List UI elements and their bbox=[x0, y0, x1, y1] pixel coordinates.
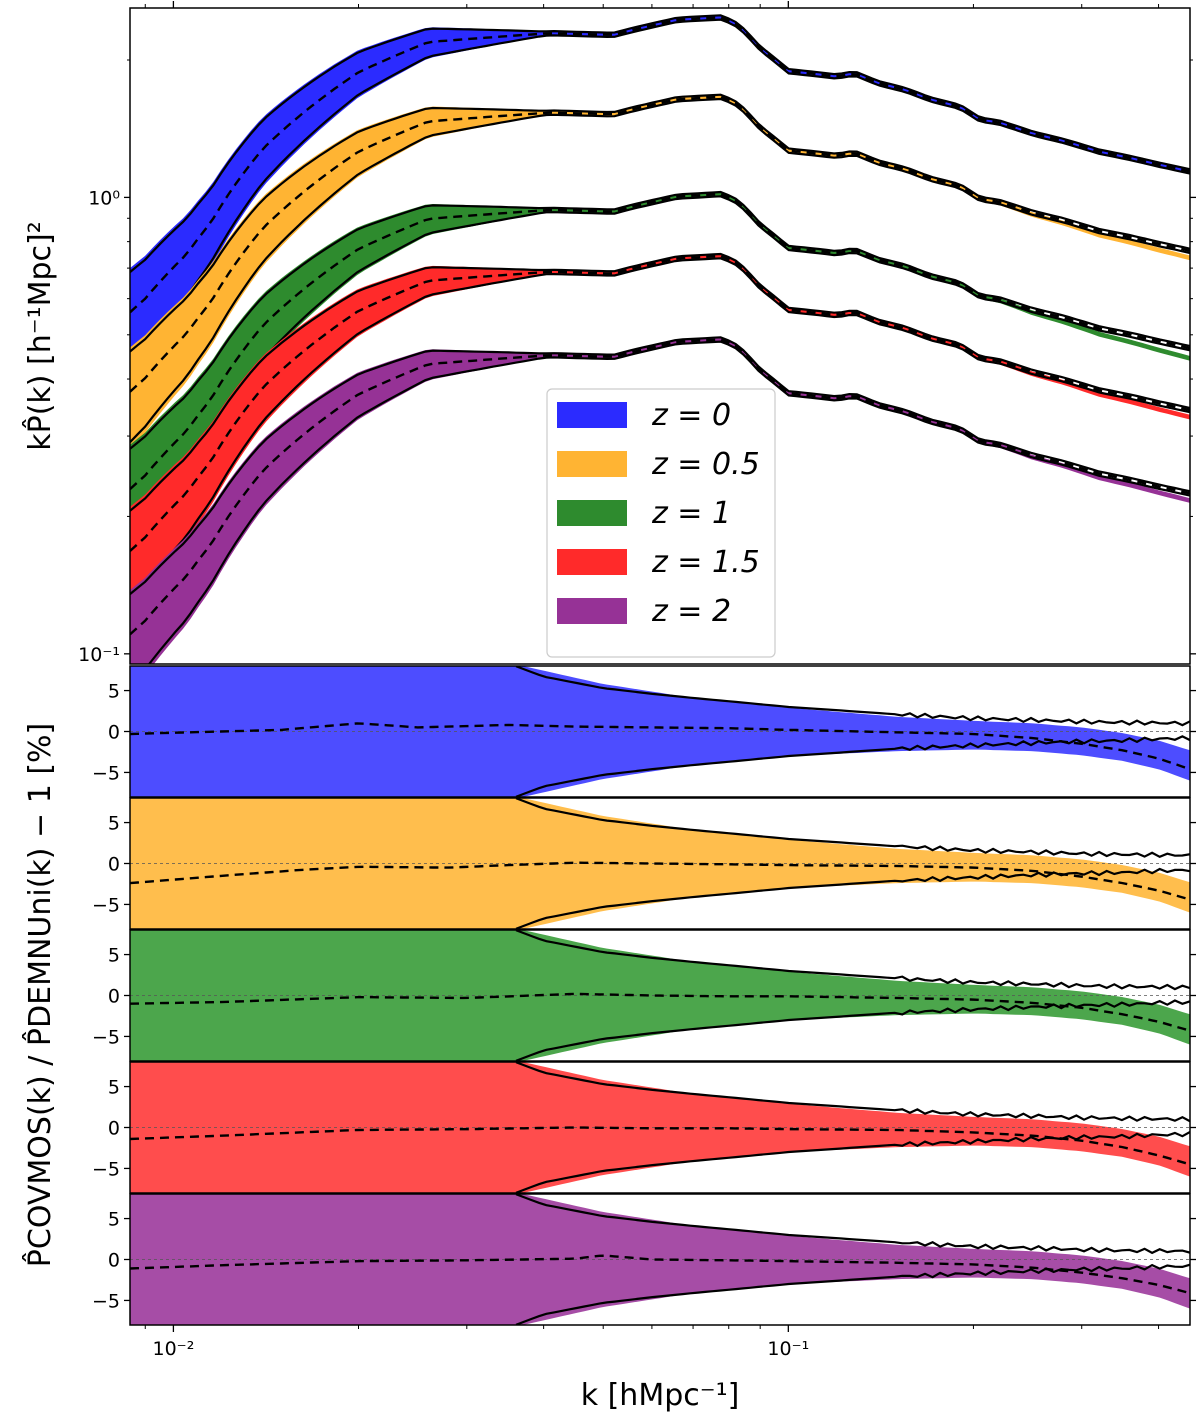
ratio-panel-plot-area bbox=[130, 1062, 1190, 1193]
ratio-panel-0: 5 0 −5 bbox=[92, 665, 1196, 798]
legend-swatch bbox=[557, 500, 627, 526]
ratio-panel-plot-area bbox=[130, 930, 1190, 1061]
spectrum-lower-line bbox=[147, 340, 1190, 664]
legend-swatch bbox=[557, 402, 627, 428]
legend-label: z = 1.5 bbox=[651, 545, 760, 580]
legend-label: z = 2 bbox=[651, 594, 731, 629]
ratio-lower-envelope bbox=[515, 735, 1190, 797]
spectrum-series-0 bbox=[130, 14, 1190, 370]
ratio-mean-line bbox=[130, 722, 1190, 771]
spectrum-mean-line bbox=[130, 16, 1190, 314]
spectrum-y-ticks: 10⁰ 10⁻¹ bbox=[78, 59, 1196, 666]
ratio-panel-2: 5 0 −5 bbox=[92, 929, 1196, 1062]
spectrum-lower-line bbox=[130, 18, 1190, 364]
spectrum-series-1 bbox=[130, 93, 1190, 449]
spectrum-lower-line bbox=[130, 97, 1190, 443]
spectrum-upper-line bbox=[130, 14, 1190, 273]
ratio-upper-envelope bbox=[515, 666, 1190, 727]
ratio-y-tick-label: 5 bbox=[108, 681, 120, 703]
x-axis: 10⁻² 10⁻¹ bbox=[144, 1, 1160, 1360]
x-tick-label: 10⁻¹ bbox=[767, 1338, 809, 1360]
spectrum-upper-line bbox=[130, 336, 1190, 595]
spectrum-y-axis-title: kP̂(k) [h⁻¹Mpc]² bbox=[22, 221, 58, 451]
ratio-upper-envelope bbox=[515, 1062, 1190, 1123]
ratio-mean-line bbox=[130, 1126, 1190, 1166]
ratio-panels: 5 0 −5 5 0 −5 5 0 −5 5 0 −5 5 0 −5 bbox=[92, 665, 1196, 1326]
ratio-y-tick-label: 0 bbox=[108, 722, 120, 744]
spectrum-lower-line bbox=[130, 257, 1190, 603]
legend-label: z = 1 bbox=[651, 496, 731, 531]
ratio-upper-envelope bbox=[515, 1194, 1190, 1255]
ratio-y-tick-label: −5 bbox=[92, 1158, 120, 1180]
power-spectrum-panel: 10⁰ 10⁻¹ z = 0 z = 0.5 z = 1 z = 1.5 z = 2 bbox=[78, 7, 1196, 666]
legend-label: z = 0.5 bbox=[651, 447, 760, 482]
ratio-lower-envelope bbox=[515, 1131, 1190, 1193]
ratio-lower-envelope bbox=[515, 1263, 1190, 1325]
spectrum-series-4 bbox=[130, 336, 1190, 664]
ratio-upper-envelope bbox=[515, 930, 1190, 991]
ratio-y-axis-title: P̂COVMOS(k) / P̂DEMNUni(k) − 1 [%] bbox=[22, 723, 58, 1267]
ratio-panel-plot-area bbox=[130, 666, 1190, 797]
legend-swatch bbox=[557, 549, 627, 575]
ratio-y-tick-label: 5 bbox=[108, 813, 120, 835]
ratio-y-tick-label: 0 bbox=[108, 1118, 120, 1140]
spectrum-mean-line bbox=[130, 192, 1190, 490]
ratio-mean-line bbox=[130, 861, 1190, 901]
ratio-panel-3: 5 0 −5 bbox=[92, 1061, 1196, 1194]
spectrum-upper-line bbox=[130, 252, 1190, 512]
legend-swatch bbox=[557, 451, 627, 477]
ratio-panel-plot-area bbox=[130, 1194, 1190, 1325]
ratio-mean-line bbox=[130, 992, 1190, 1032]
ratio-panel-1: 5 0 −5 bbox=[92, 797, 1196, 930]
x-tick-label: 10⁻² bbox=[152, 1338, 194, 1360]
ratio-lower-envelope bbox=[515, 867, 1190, 929]
spectrum-lower-line bbox=[130, 195, 1190, 541]
ratio-y-tick-label: 0 bbox=[108, 1250, 120, 1272]
ratio-mean-line bbox=[130, 1254, 1190, 1295]
ratio-y-tick-label: 0 bbox=[108, 986, 120, 1008]
ratio-y-tick-label: −5 bbox=[92, 1026, 120, 1048]
ratio-y-tick-label: 0 bbox=[108, 854, 120, 876]
spectrum-series-2 bbox=[130, 190, 1190, 547]
spectrum-upper-line bbox=[130, 93, 1190, 353]
spectrum-bands bbox=[130, 14, 1190, 664]
ratio-y-tick-label: −5 bbox=[92, 762, 120, 784]
x-axis-title: k [hMpc⁻¹] bbox=[581, 1378, 740, 1413]
spectrum-series-3 bbox=[130, 252, 1190, 608]
spectrum-frame bbox=[129, 7, 1191, 665]
ratio-y-tick-label: 5 bbox=[108, 1209, 120, 1231]
spectrum-mean-line bbox=[130, 95, 1190, 393]
ratio-y-tick-label: −5 bbox=[92, 894, 120, 916]
legend: z = 0 z = 0.5 z = 1 z = 1.5 z = 2 bbox=[546, 388, 776, 658]
ratio-panel-plot-area bbox=[130, 798, 1190, 929]
ratio-y-tick-label: 5 bbox=[108, 945, 120, 967]
spectrum-mean-line bbox=[130, 254, 1190, 552]
spectrum-mean-line bbox=[130, 338, 1190, 636]
spectrum-y-tick-label: 10⁰ bbox=[88, 187, 120, 209]
spectrum-y-tick-label: 10⁻¹ bbox=[78, 644, 120, 666]
spectrum-upper-line bbox=[130, 190, 1190, 450]
ratio-panel-4: 5 0 −5 bbox=[92, 1193, 1196, 1326]
ratio-y-tick-label: −5 bbox=[92, 1290, 120, 1312]
ratio-upper-envelope bbox=[515, 798, 1190, 859]
legend-label: z = 0 bbox=[651, 398, 731, 433]
ratio-y-tick-label: 5 bbox=[108, 1077, 120, 1099]
legend-swatch bbox=[557, 598, 627, 624]
